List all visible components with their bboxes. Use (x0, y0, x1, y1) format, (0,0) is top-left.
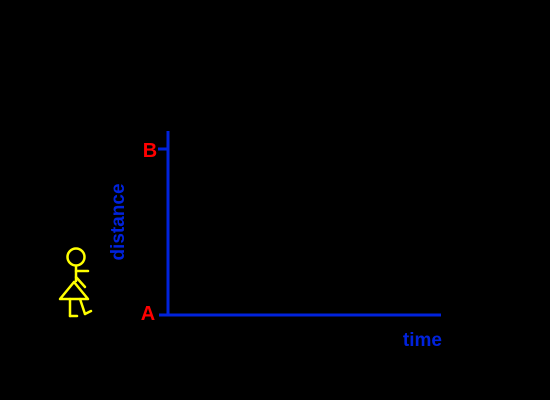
point-a-label: A (141, 303, 155, 325)
stick-figure-girl-icon (58, 247, 93, 318)
point-b-label: B (143, 140, 157, 162)
x-axis-label: time (403, 330, 442, 351)
y-axis-label: distance (108, 183, 129, 260)
